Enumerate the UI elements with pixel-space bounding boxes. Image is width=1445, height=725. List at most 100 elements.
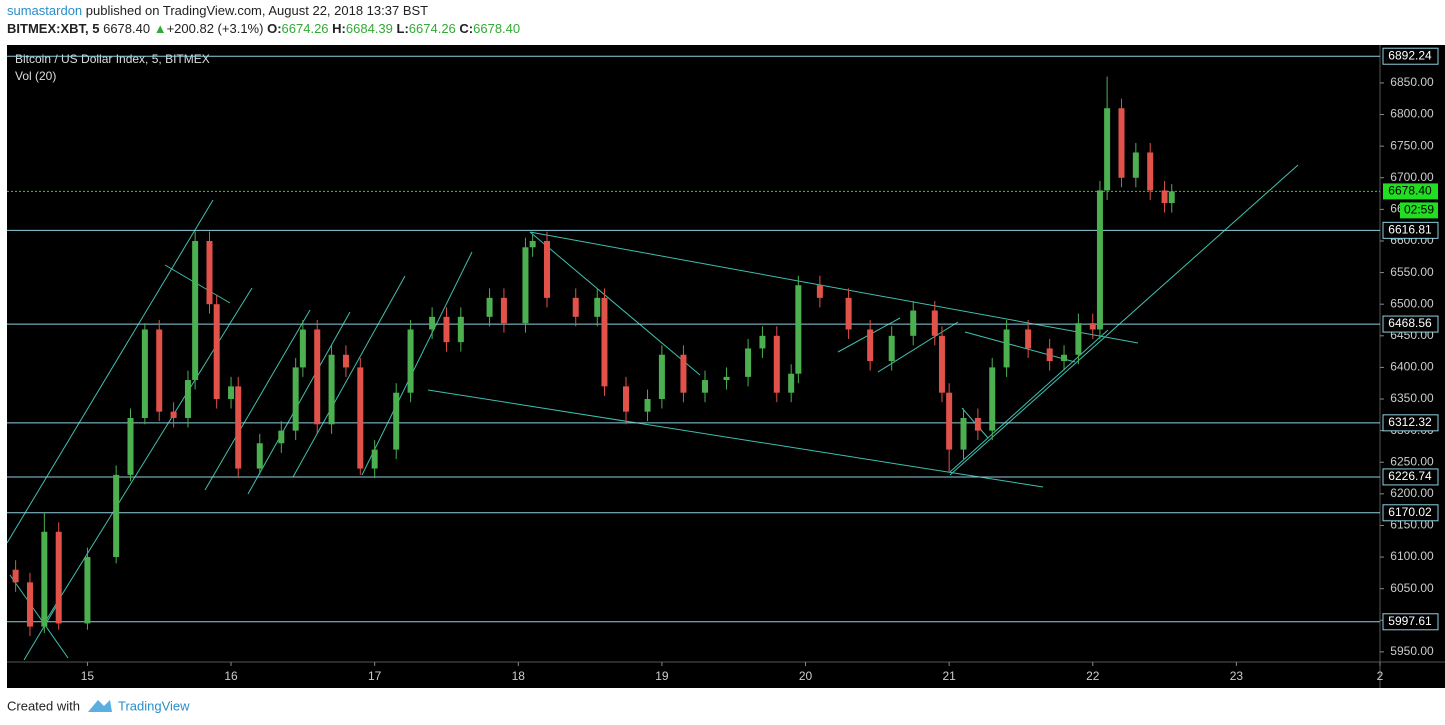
trendline	[23, 599, 61, 661]
level-label-box	[1382, 613, 1439, 631]
x-tick-label: 16	[224, 669, 238, 683]
candle-body	[41, 531, 48, 627]
level-label-box	[1382, 468, 1439, 486]
y-tick-label: 6700.00	[1390, 170, 1434, 184]
low-value: 6674.26	[409, 21, 456, 36]
countdown: 02:59	[1404, 203, 1434, 217]
trendline	[6, 199, 214, 544]
x-tick-label: 15	[81, 669, 95, 683]
trendline	[247, 311, 351, 495]
x-tick-label: 19	[655, 669, 669, 683]
chart-subtitle: Vol (20)	[15, 69, 56, 83]
level-label: 5997.61	[1388, 614, 1432, 628]
trendline	[964, 331, 1076, 363]
countdown-box	[1400, 202, 1438, 219]
candle-body	[500, 297, 507, 324]
level-label: 6170.02	[1388, 505, 1432, 519]
close-label: C:	[459, 21, 473, 36]
candle-body	[206, 240, 213, 305]
candle-body	[12, 569, 19, 583]
candle-body	[141, 329, 148, 418]
candle-body	[292, 367, 299, 431]
candle-body	[594, 297, 601, 317]
candle-body	[795, 285, 802, 374]
candle-body	[84, 557, 91, 624]
candle-body	[1075, 323, 1082, 355]
candle-body	[1104, 108, 1111, 191]
candle-body	[328, 354, 335, 425]
candle-body	[299, 329, 306, 368]
candle-body	[357, 367, 364, 469]
candle-body	[931, 310, 938, 336]
level-label: 6312.32	[1388, 415, 1432, 429]
candle-body	[938, 335, 945, 393]
candle-body	[55, 531, 62, 624]
x-tick-label: 21	[942, 669, 956, 683]
trendline	[292, 275, 406, 478]
candle-body	[371, 449, 378, 469]
y-tick-label: 6550.00	[1390, 265, 1434, 279]
candle-body	[1025, 329, 1032, 349]
candle-body	[113, 474, 120, 558]
candle-body	[529, 240, 536, 248]
candle-body	[989, 367, 996, 431]
candle-body	[910, 310, 917, 336]
level-label-box	[1382, 504, 1439, 522]
candle-body	[228, 386, 235, 400]
candle-body	[601, 297, 608, 387]
y-tick-label: 5950.00	[1390, 644, 1434, 658]
candle-body	[974, 417, 981, 431]
arrow: ▲	[154, 21, 167, 36]
high-label: H:	[332, 21, 346, 36]
candle-body	[1096, 190, 1103, 330]
footer-brand[interactable]: TradingView	[118, 698, 190, 713]
candle-body	[156, 329, 163, 412]
x-tick-label: 22	[1086, 669, 1100, 683]
candle-body	[745, 348, 752, 377]
candle-body	[393, 392, 400, 450]
chart-background	[7, 45, 1445, 688]
last-price-box	[1383, 183, 1438, 200]
candle-body	[867, 329, 874, 362]
candle-body	[486, 297, 493, 317]
candle-body	[407, 329, 414, 393]
price: 6678.40	[103, 21, 150, 36]
trendline	[529, 231, 701, 376]
quote-line: BITMEX:XBT, 5 6678.40 ▲+200.82 (+3.1%) O…	[7, 21, 520, 36]
y-tick-label: 6800.00	[1390, 107, 1434, 121]
candle-body	[644, 399, 651, 412]
symbol: BITMEX:XBT, 5	[7, 21, 99, 36]
trendline	[949, 329, 1109, 473]
candle-body	[622, 386, 629, 412]
candle-body	[701, 380, 708, 393]
published: published on TradingView.com, August 22,…	[86, 3, 428, 18]
candle-body	[816, 285, 823, 298]
candle-body	[572, 297, 579, 317]
open-label: O:	[267, 21, 281, 36]
candle-body	[960, 417, 967, 450]
y-tick-label: 6400.00	[1390, 360, 1434, 374]
level-label-box	[1382, 47, 1439, 65]
candle-body	[1161, 190, 1168, 204]
candle-body	[888, 335, 895, 362]
candle-body	[342, 354, 349, 368]
publish-line: sumastardon published on TradingView.com…	[7, 3, 428, 18]
candle-body	[213, 304, 220, 400]
x-tick-label: 20	[799, 669, 813, 683]
x-tick-label: 2	[1377, 669, 1384, 683]
candle-body	[1168, 191, 1175, 204]
level-label: 6468.56	[1388, 316, 1432, 330]
trendline	[427, 389, 1044, 488]
candle-body	[256, 443, 263, 469]
candle-body	[759, 335, 766, 349]
footer-created: Created with	[7, 698, 80, 713]
trendline	[361, 251, 473, 476]
candle-body	[235, 386, 242, 469]
author[interactable]: sumastardon	[7, 3, 82, 18]
logo	[88, 700, 112, 712]
candle-body	[845, 297, 852, 330]
y-tick-label: 6850.00	[1390, 75, 1434, 89]
y-tick-label: 6050.00	[1390, 581, 1434, 595]
